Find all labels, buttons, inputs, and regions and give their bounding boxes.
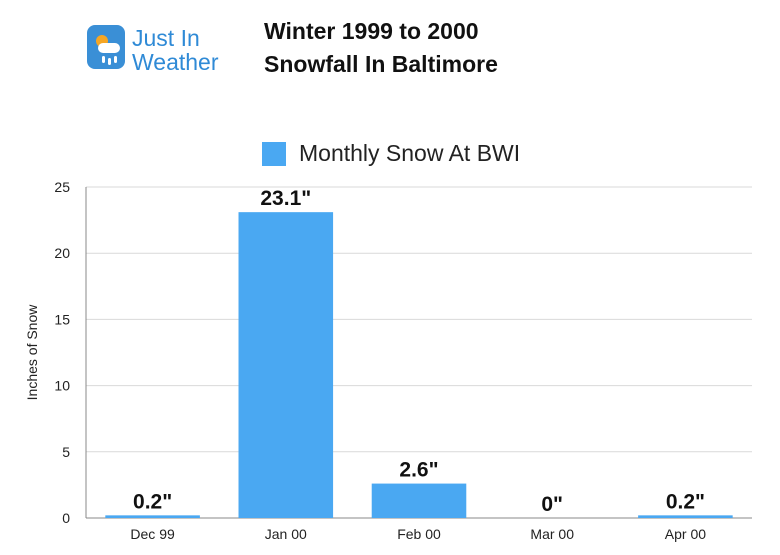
- logo-text-line1: Just In: [132, 25, 200, 51]
- x-tick-label: Mar 00: [530, 526, 574, 542]
- cloud-icon: [98, 43, 120, 53]
- logo: Just In Weather: [82, 22, 242, 76]
- weather-cloud-sun-icon: [87, 25, 125, 69]
- data-label: 23.1": [260, 187, 311, 210]
- bar: [371, 483, 467, 518]
- legend-swatch: [262, 142, 286, 166]
- y-tick-label: 15: [54, 311, 70, 327]
- raindrop-icon: [102, 56, 105, 63]
- raindrop-icon: [114, 56, 117, 63]
- bar: [238, 212, 334, 518]
- x-tick-label: Feb 00: [397, 526, 441, 542]
- data-label: 2.6": [399, 459, 438, 482]
- data-label: 0.2": [666, 490, 705, 513]
- x-tick-label: Dec 99: [130, 526, 175, 542]
- bar: [105, 515, 200, 518]
- legend-label: Monthly Snow At BWI: [299, 140, 521, 166]
- y-tick-label: 10: [54, 378, 70, 394]
- y-tick-label: 5: [62, 444, 70, 460]
- y-tick-label: 25: [54, 179, 70, 195]
- chart-title-line2: Snowfall In Baltimore: [264, 51, 498, 77]
- data-label: 0": [541, 493, 563, 516]
- x-tick-label: Apr 00: [665, 526, 706, 542]
- logo-text-line2: Weather: [132, 49, 219, 75]
- bar: [638, 515, 733, 518]
- x-tick-label: Jan 00: [265, 526, 307, 542]
- y-tick-label: 20: [54, 245, 70, 261]
- y-tick-label: 0: [62, 510, 70, 526]
- y-axis-label: Inches of Snow: [24, 304, 40, 401]
- raindrop-icon: [108, 58, 111, 65]
- data-label: 0.2": [133, 490, 172, 513]
- chart-title-line1: Winter 1999 to 2000: [264, 18, 479, 44]
